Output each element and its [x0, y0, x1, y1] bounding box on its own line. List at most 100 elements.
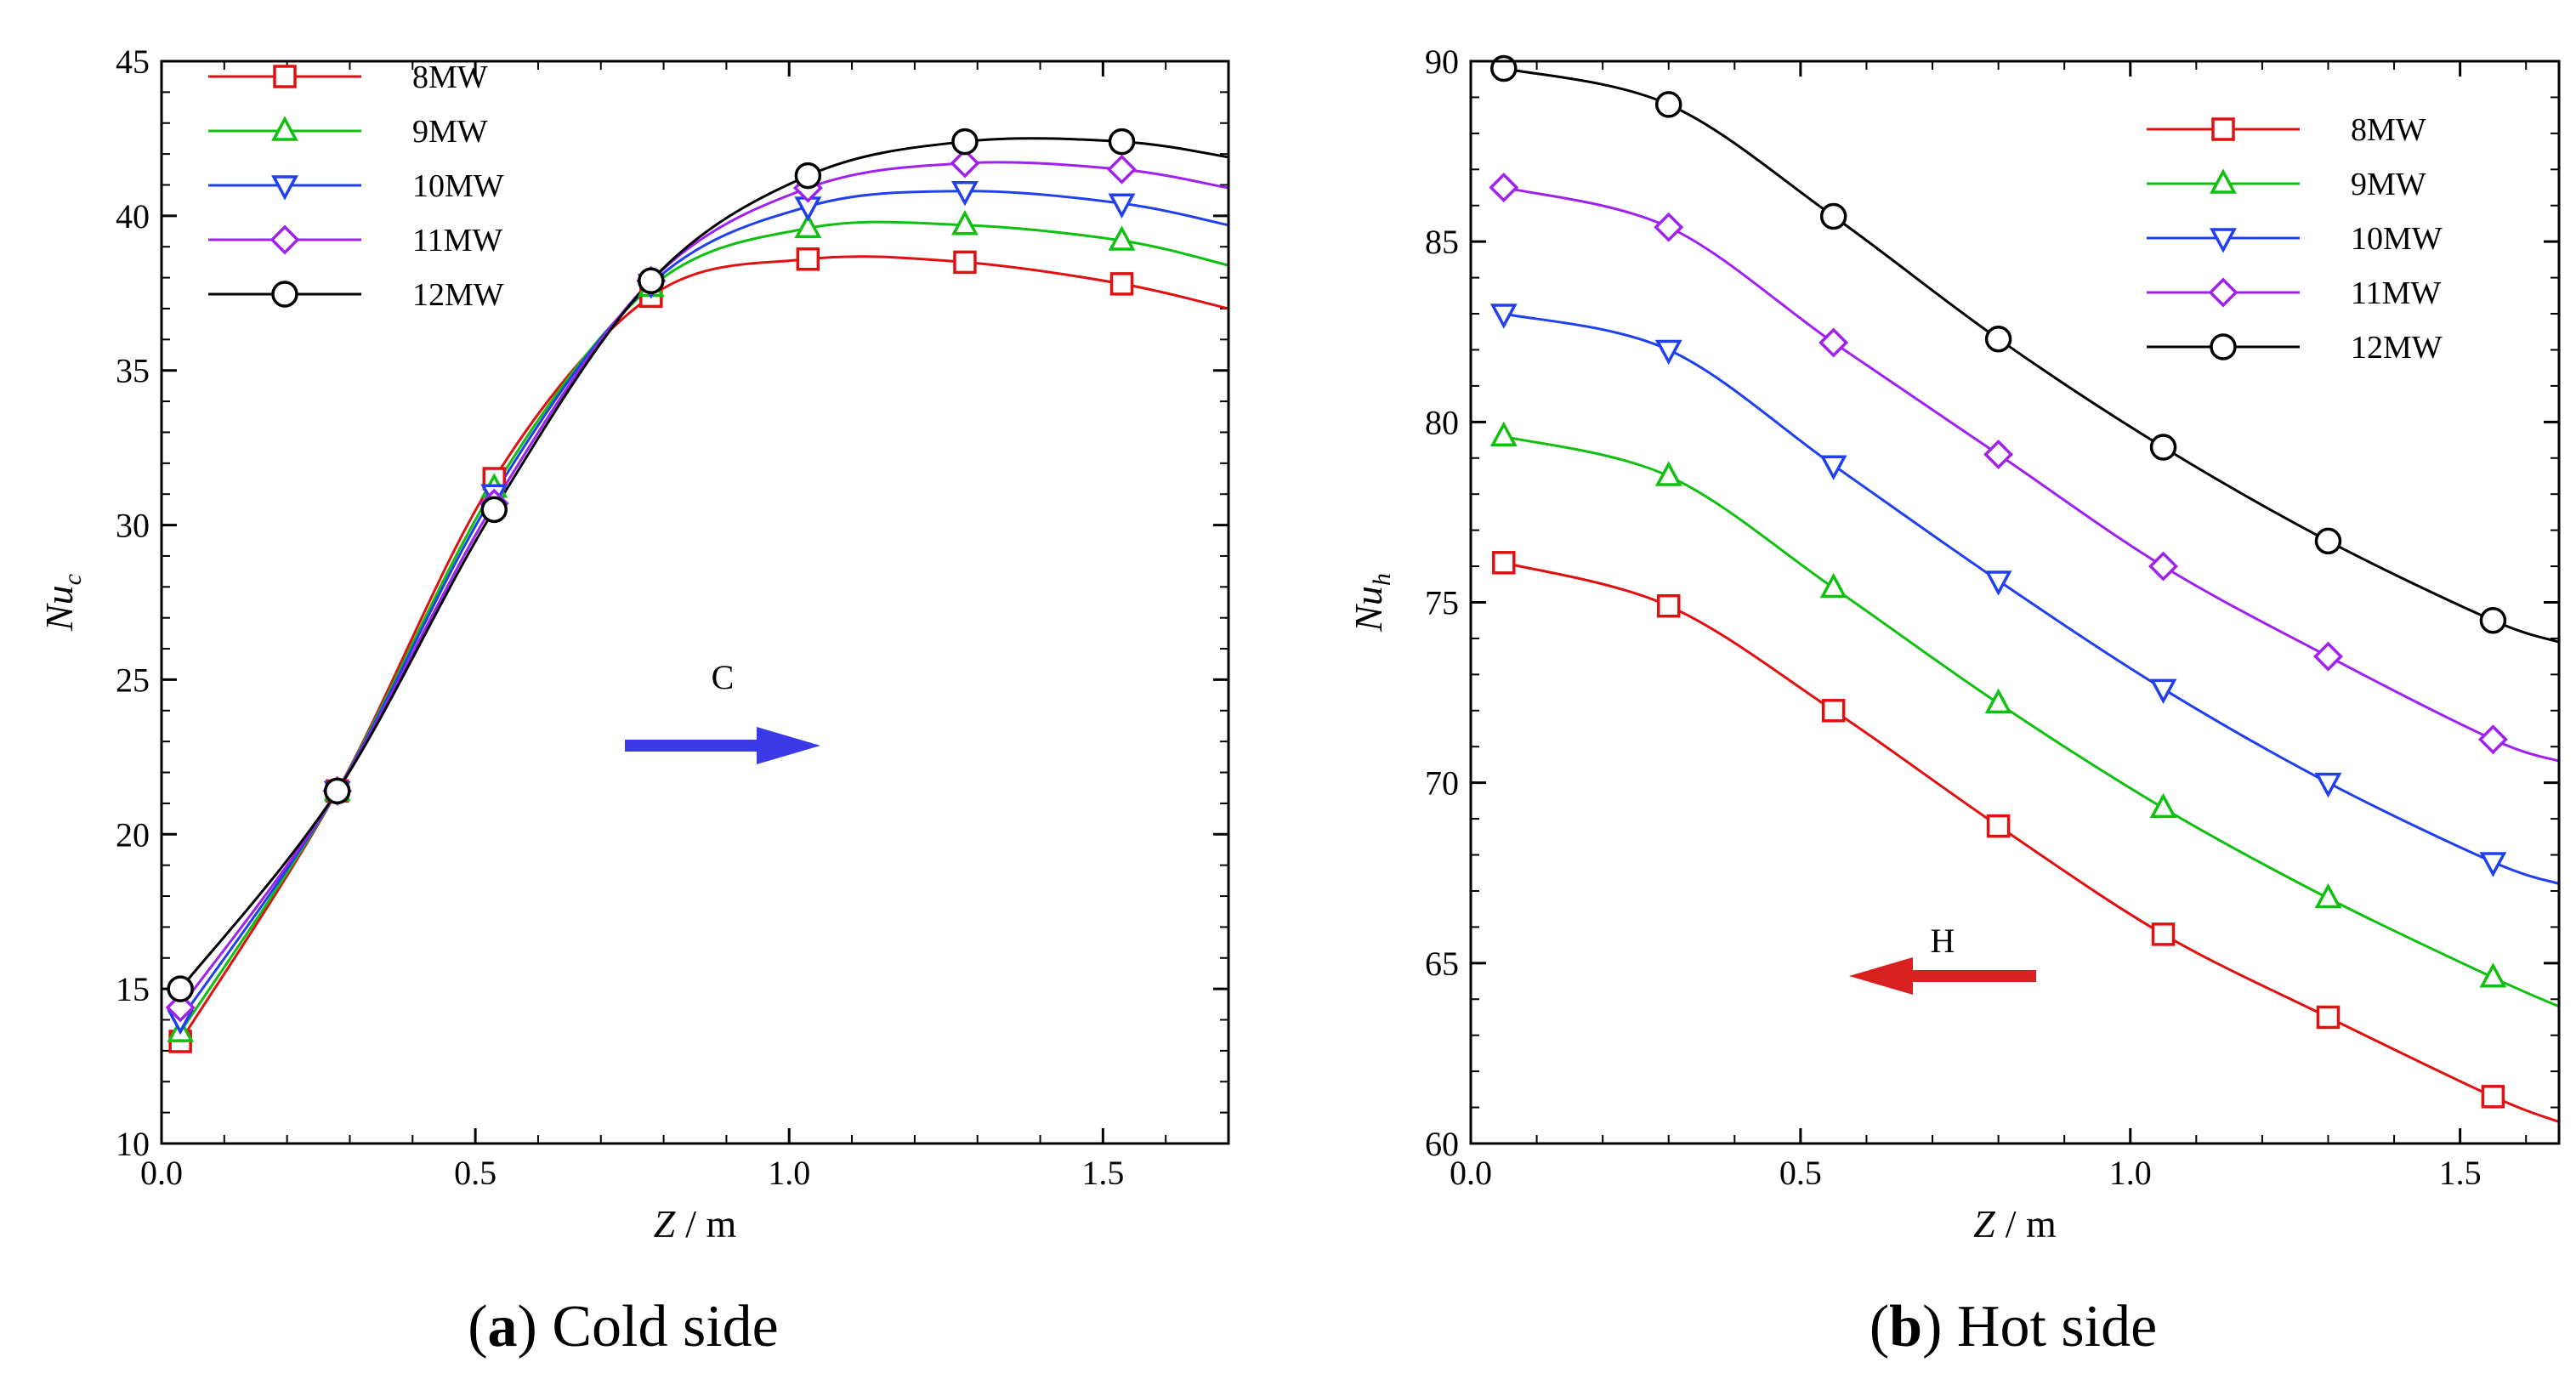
y-tick-label: 30 — [116, 507, 150, 545]
x-tick-label: 0.0 — [140, 1154, 183, 1192]
marker-9mw — [1819, 572, 1847, 599]
legend-label: 12MW — [2351, 330, 2443, 366]
marker-11mw — [1983, 440, 2014, 469]
panel-caption-text: Cold side — [552, 1294, 778, 1359]
marker-12mw — [794, 162, 822, 190]
marker-12mw — [271, 281, 298, 308]
marker-10mw — [2314, 772, 2342, 798]
marker-8mw — [273, 65, 297, 88]
marker-9mw — [1489, 421, 1518, 447]
marker-12mw — [638, 267, 665, 294]
marker-11mw — [950, 148, 980, 179]
legend-label: 11MW — [2351, 275, 2441, 311]
y-tick-label: 75 — [1425, 584, 1459, 622]
plot-frame — [160, 60, 1230, 1145]
marker-12mw — [2314, 527, 2342, 555]
x-axis-unit: / m — [685, 1202, 736, 1246]
series-line-10mw — [1503, 312, 2560, 885]
marker-10mw — [1489, 304, 1518, 329]
panel-caption: (b) Hot side — [1870, 1294, 2157, 1359]
series-line-9mw — [1503, 434, 2560, 1008]
marker-9mw — [271, 116, 298, 141]
x-tick-label: 0.5 — [1779, 1154, 1822, 1192]
legend-item-12mw: 12MW — [208, 277, 504, 313]
marker-8mw — [1109, 272, 1134, 296]
marker-11mw — [270, 224, 300, 255]
series-markers — [165, 128, 1137, 1053]
marker-9mw — [1984, 688, 2012, 714]
marker-11mw — [1107, 154, 1137, 184]
y-tick-label: 10 — [116, 1125, 150, 1163]
marker-11mw — [2313, 641, 2343, 672]
series-lines — [1503, 67, 2560, 1123]
panel-caption-text: Hot side — [1957, 1294, 2157, 1359]
flow-direction-label: C — [712, 658, 735, 696]
x-tick-label: 0.5 — [454, 1154, 496, 1192]
y-axis-symbol: Nu — [37, 585, 81, 632]
flow-direction-annotation: C — [625, 658, 820, 764]
marker-12mw — [951, 128, 979, 156]
marker-9mw — [951, 210, 979, 236]
series-line-8mw — [1503, 561, 2560, 1123]
flow-direction-annotation: H — [1849, 922, 2036, 995]
y-tick-label: 60 — [1425, 1125, 1459, 1163]
marker-10mw — [2479, 852, 2507, 877]
x-axis-unit: / m — [2006, 1202, 2057, 1246]
marker-11mw — [1654, 212, 1684, 242]
marker-12mw — [2479, 606, 2507, 634]
marker-9mw — [794, 213, 822, 239]
legend-item-8mw: 8MW — [208, 60, 488, 95]
y-tick-label: 70 — [1425, 764, 1459, 803]
marker-12mw — [1984, 325, 2012, 353]
marker-11mw — [2148, 551, 2179, 582]
legend-item-10mw: 10MW — [208, 168, 504, 204]
legend-item-12mw: 12MW — [2147, 330, 2443, 366]
marker-8mw — [2481, 1085, 2505, 1109]
chart-panel-cold-side: 0.0 0.5 1.0 1.5 10 15 20 25 30 35 40 45 8MW 9MW 10MW 1… — [37, 43, 1230, 1359]
x-axis-variable: Z — [654, 1202, 676, 1246]
tick-labels: 0.0 0.5 1.0 1.5 10 15 20 25 30 35 40 45 — [116, 43, 1124, 1192]
x-axis-variable: Z — [1973, 1202, 1995, 1246]
marker-8mw — [1821, 699, 1846, 723]
marker-8mw — [953, 250, 977, 275]
legend-item-10mw: 10MW — [2147, 221, 2443, 257]
marker-12mw — [167, 975, 194, 1002]
marker-9mw — [2479, 962, 2507, 988]
x-tick-label: 1.0 — [768, 1154, 810, 1192]
marker-8mw — [2151, 922, 2176, 946]
marker-10mw — [951, 181, 979, 207]
marker-10mw — [1654, 339, 1682, 366]
legend-item-9mw: 9MW — [208, 114, 488, 150]
legend-label: 8MW — [2351, 112, 2426, 148]
marker-9mw — [2314, 882, 2342, 909]
marker-12mw — [1108, 128, 1136, 156]
legend-item-11mw: 11MW — [208, 223, 502, 258]
series-markers — [1489, 54, 2508, 1109]
x-tick-label: 0.0 — [1450, 1154, 1492, 1192]
legend-item-9mw: 9MW — [2147, 167, 2426, 202]
panel-letter: a — [488, 1294, 518, 1359]
marker-11mw — [165, 992, 196, 1023]
legend: 8MW 9MW 10MW 11MW 12MW — [2147, 112, 2443, 366]
legend-label: 10MW — [2351, 221, 2443, 257]
y-tick-label: 25 — [116, 661, 150, 699]
x-axis-title: Z / m — [654, 1202, 737, 1246]
y-tick-label: 15 — [116, 970, 150, 1008]
marker-11mw — [2208, 277, 2238, 308]
y-tick-label: 45 — [116, 43, 150, 81]
marker-12mw — [480, 496, 508, 524]
flow-direction-arrow — [1849, 957, 2036, 995]
y-axis-subscript: h — [1368, 573, 1396, 586]
marker-8mw — [1492, 551, 1516, 575]
legend-label: 8MW — [412, 60, 488, 95]
marker-10mw — [1819, 455, 1847, 480]
legend-label: 9MW — [412, 114, 488, 150]
axis-ticks — [160, 60, 1228, 1145]
plot-frame — [1469, 60, 2561, 1145]
marker-12mw — [2149, 434, 2177, 461]
marker-10mw — [1984, 570, 2012, 596]
marker-11mw — [2477, 724, 2508, 755]
flow-direction-label: H — [1931, 922, 1955, 960]
marker-8mw — [796, 247, 820, 271]
marker-9mw — [1108, 225, 1136, 251]
